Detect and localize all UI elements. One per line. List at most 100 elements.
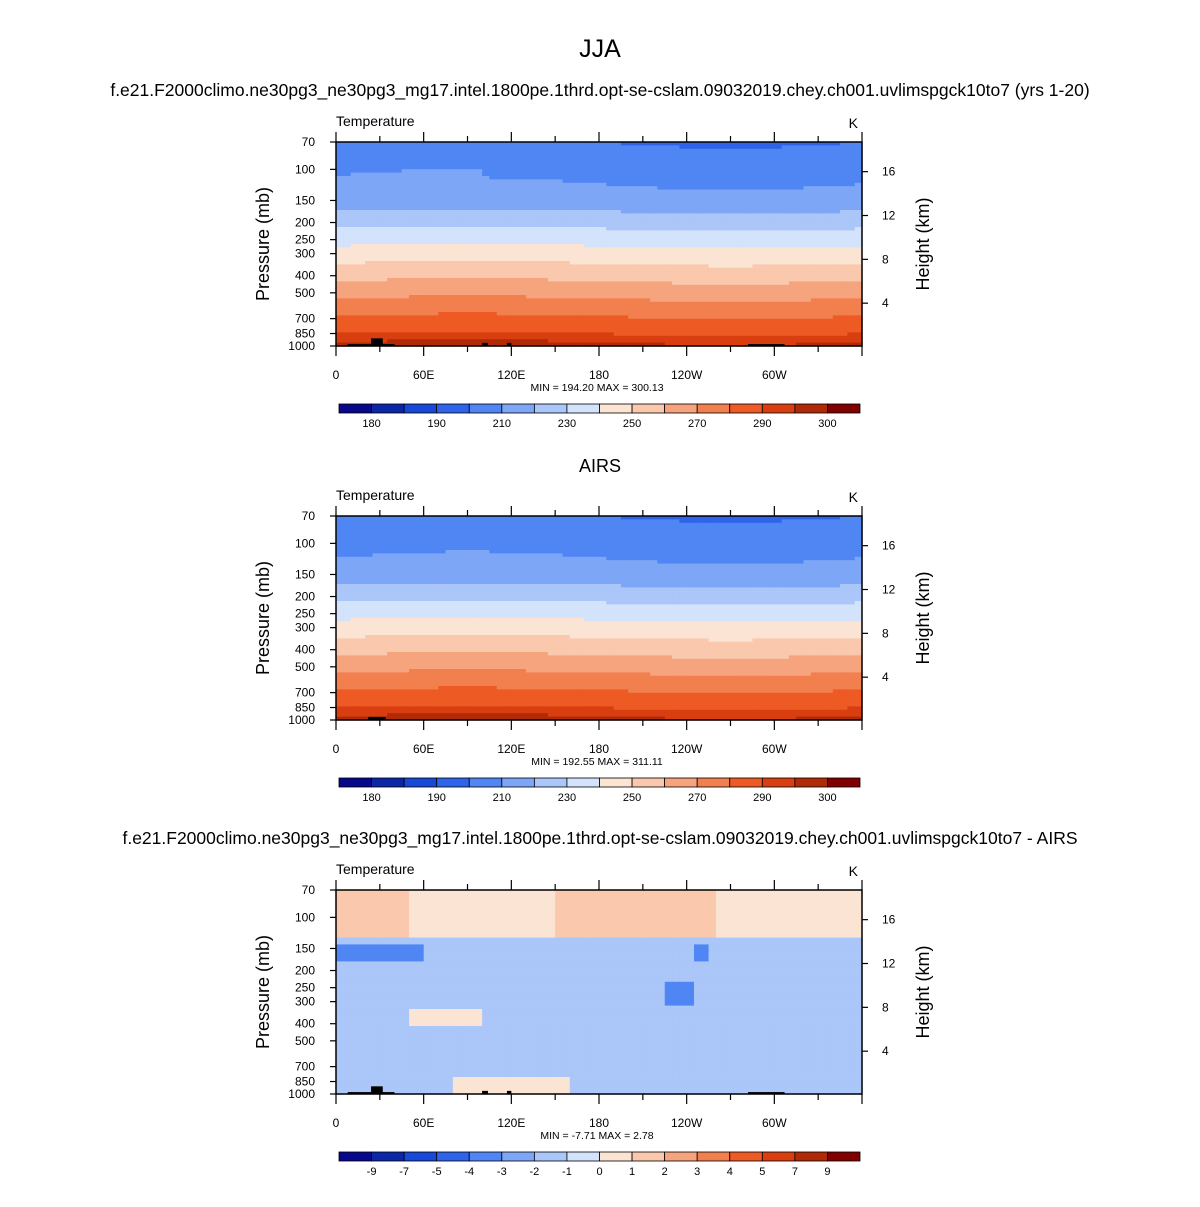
- field-cell: [555, 336, 563, 340]
- field-cell: [643, 179, 651, 183]
- field-cell: [592, 247, 600, 251]
- field-cell: [694, 196, 702, 200]
- height-tick-label: 4: [882, 296, 889, 310]
- field-cell: [351, 230, 359, 234]
- field-cell: [606, 268, 614, 272]
- field-cell: [782, 268, 790, 272]
- field-cell: [599, 285, 607, 289]
- field-cell: [475, 220, 483, 224]
- field-cell: [446, 237, 454, 241]
- field-cell: [679, 152, 687, 156]
- field-cell: [825, 268, 833, 272]
- field-cell: [519, 162, 527, 166]
- field-cell: [847, 145, 855, 149]
- field-cell: [752, 169, 760, 173]
- field-cell: [541, 152, 549, 156]
- field-cell: [380, 169, 388, 173]
- field-cell: [636, 179, 644, 183]
- colorbar-segment: [730, 404, 763, 413]
- field-cell: [833, 213, 841, 217]
- field-cell: [533, 203, 541, 207]
- field-cell: [402, 203, 410, 207]
- field-cell: [672, 196, 680, 200]
- field-cell: [738, 247, 746, 251]
- field-cell: [782, 213, 790, 217]
- field-cell: [489, 230, 497, 234]
- field-cell: [343, 220, 351, 224]
- field-cell: [650, 285, 658, 289]
- field-cell: [679, 203, 687, 207]
- field-cell: [562, 169, 570, 173]
- field-cell: [672, 237, 680, 241]
- field-cell: [497, 285, 505, 289]
- field-cell: [562, 179, 570, 183]
- field-cell: [482, 145, 490, 149]
- field-cell: [657, 336, 665, 340]
- field-cell: [833, 145, 841, 149]
- field-cell: [482, 196, 490, 200]
- field-cell: [555, 203, 563, 207]
- field-cell: [679, 145, 687, 149]
- field-cell: [614, 319, 622, 323]
- field-cell: [716, 203, 724, 207]
- field-cell: [825, 196, 833, 200]
- field-cell: [336, 285, 344, 289]
- field-cell: [818, 230, 826, 234]
- field-cell: [468, 152, 476, 156]
- field-cell: [643, 268, 651, 272]
- field-cell: [847, 247, 855, 251]
- field-cell: [643, 169, 651, 173]
- field-cell: [789, 213, 797, 217]
- field-cell: [745, 220, 753, 224]
- field-cell: [526, 268, 534, 272]
- field-cell: [424, 203, 432, 207]
- field-cell: [760, 319, 768, 323]
- field-cell: [614, 285, 622, 289]
- field-cell: [373, 268, 381, 272]
- field-cell: [519, 336, 527, 340]
- field-cell: [584, 237, 592, 241]
- field-cell: [373, 302, 381, 306]
- field-cell: [497, 220, 505, 224]
- field-cell: [687, 336, 695, 340]
- field-cell: [365, 169, 373, 173]
- field-cell: [716, 302, 724, 306]
- field-cell: [468, 169, 476, 173]
- field-cell: [475, 285, 483, 289]
- field-cell: [497, 302, 505, 306]
- field-cell: [365, 145, 373, 149]
- field-cell: [723, 203, 731, 207]
- field-cell: [665, 203, 673, 207]
- field-cell: [453, 203, 461, 207]
- lon-tick-label: 60W: [762, 368, 787, 382]
- field-cell: [636, 213, 644, 217]
- field-cell: [533, 213, 541, 217]
- field-cell: [825, 319, 833, 323]
- field-cell: [782, 302, 790, 306]
- field-cell: [796, 186, 804, 190]
- field-cell: [468, 220, 476, 224]
- field-cell: [577, 237, 585, 241]
- field-cell: [438, 247, 446, 251]
- lon-tick-label: 0: [333, 368, 340, 382]
- field-cell: [738, 203, 746, 207]
- field-cell: [738, 319, 746, 323]
- field-cell: [643, 319, 651, 323]
- field-cell: [519, 179, 527, 183]
- field-cell: [818, 237, 826, 241]
- field-cell: [409, 169, 417, 173]
- field-cell: [548, 169, 556, 173]
- field-cell: [716, 152, 724, 156]
- height-tick-label: 8: [882, 252, 889, 266]
- field-cell: [782, 145, 790, 149]
- field-cell: [431, 237, 439, 241]
- field-cell: [358, 247, 366, 251]
- field-cell: [679, 169, 687, 173]
- field-cell: [614, 152, 622, 156]
- field-cell: [548, 319, 556, 323]
- field-cell: [387, 162, 395, 166]
- field-cell: [599, 186, 607, 190]
- field-cell: [657, 213, 665, 217]
- field-cell: [694, 162, 702, 166]
- field-cell: [789, 247, 797, 251]
